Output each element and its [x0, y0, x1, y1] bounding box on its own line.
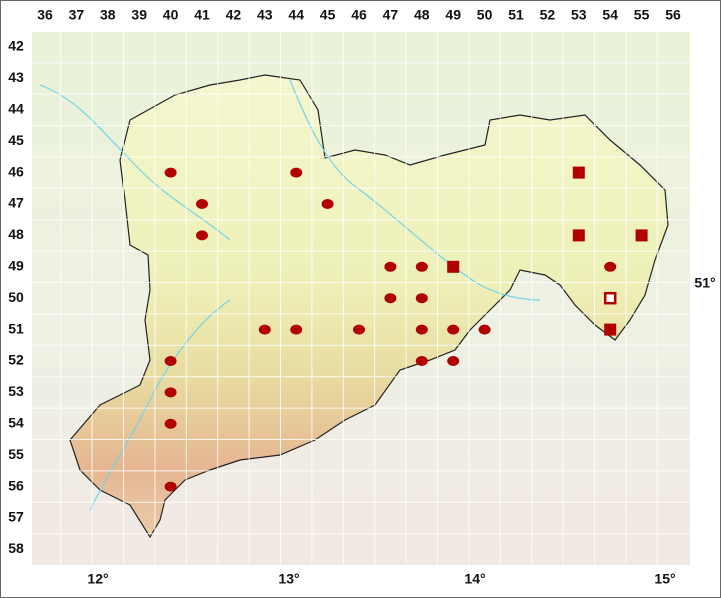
marker-circle [290, 167, 303, 178]
column-label: 55 [634, 7, 650, 23]
column-label: 39 [131, 7, 147, 23]
column-label: 36 [37, 7, 53, 23]
labels: 12° 13° 14° 15° 51° 36 37 38 39 40 41 42 43 44 45… [8, 7, 715, 587]
grid [32, 32, 690, 565]
marker-circle [164, 167, 177, 178]
marker-circle [384, 261, 397, 272]
column-label: 56 [665, 7, 681, 23]
marker-square [572, 229, 585, 242]
row-label: 51 [8, 320, 24, 336]
marker-circle [290, 324, 303, 335]
column-label: 43 [257, 7, 273, 23]
row-label: 56 [8, 477, 24, 493]
column-label: 54 [602, 7, 618, 23]
marker-circle [164, 356, 177, 366]
marker-open-square [603, 291, 617, 305]
river [89, 299, 231, 511]
marker-circle [384, 293, 397, 304]
row-label: 52 [8, 352, 24, 368]
row-label: 55 [8, 446, 24, 462]
marker-circle [258, 324, 271, 335]
column-label: 47 [383, 7, 399, 23]
row-label: 58 [8, 540, 24, 556]
marker-circle [447, 356, 460, 366]
column-label: 50 [477, 7, 493, 23]
row-label: 45 [8, 132, 24, 148]
marker-circle [353, 324, 365, 335]
column-label: 37 [69, 7, 85, 23]
column-label: 51 [508, 7, 524, 23]
marker-circle [478, 324, 491, 335]
column-label: 48 [414, 7, 430, 23]
column-label: 41 [194, 7, 210, 23]
marker-circle [415, 356, 428, 366]
marker-circle [415, 293, 428, 304]
column-label: 38 [100, 7, 116, 23]
row-label: 43 [8, 69, 24, 85]
marker-circle [164, 387, 177, 398]
row-label: 47 [8, 195, 24, 211]
marker-square [572, 166, 585, 179]
longitude-label: 12° [87, 571, 108, 587]
row-label: 53 [8, 383, 24, 399]
river [39, 84, 231, 241]
row-label: 50 [8, 289, 24, 305]
row-label: 54 [8, 415, 24, 431]
map-area [32, 32, 690, 565]
longitude-label: 14° [464, 571, 485, 587]
marker-square [604, 323, 617, 336]
column-label: 46 [351, 7, 367, 23]
column-label: 42 [226, 7, 242, 23]
row-label: 44 [8, 101, 24, 117]
row-label: 42 [8, 38, 24, 54]
marker-circle [415, 324, 428, 335]
marker-circle [164, 481, 177, 492]
column-label: 44 [288, 7, 304, 23]
column-label: 40 [163, 7, 179, 23]
marker-square [447, 260, 460, 273]
marker-circle [604, 261, 617, 272]
markers [164, 166, 648, 492]
column-label: 49 [445, 7, 461, 23]
river [289, 79, 541, 301]
latitude-label: 51° [694, 275, 715, 291]
row-label: 49 [8, 258, 24, 274]
column-label: 45 [320, 7, 336, 23]
marker-square [635, 229, 648, 242]
marker-circle [196, 199, 208, 209]
row-label: 57 [8, 509, 24, 525]
marker-circle [447, 324, 460, 335]
marker-circle [196, 230, 208, 241]
longitude-label: 15° [654, 571, 675, 587]
longitude-label: 13° [278, 571, 299, 587]
marker-circle [321, 199, 334, 209]
marker-circle [164, 418, 177, 429]
column-label: 52 [540, 7, 556, 23]
row-label: 46 [8, 163, 24, 179]
column-label: 53 [571, 7, 587, 23]
row-label: 48 [8, 226, 24, 242]
marker-circle [415, 261, 428, 272]
